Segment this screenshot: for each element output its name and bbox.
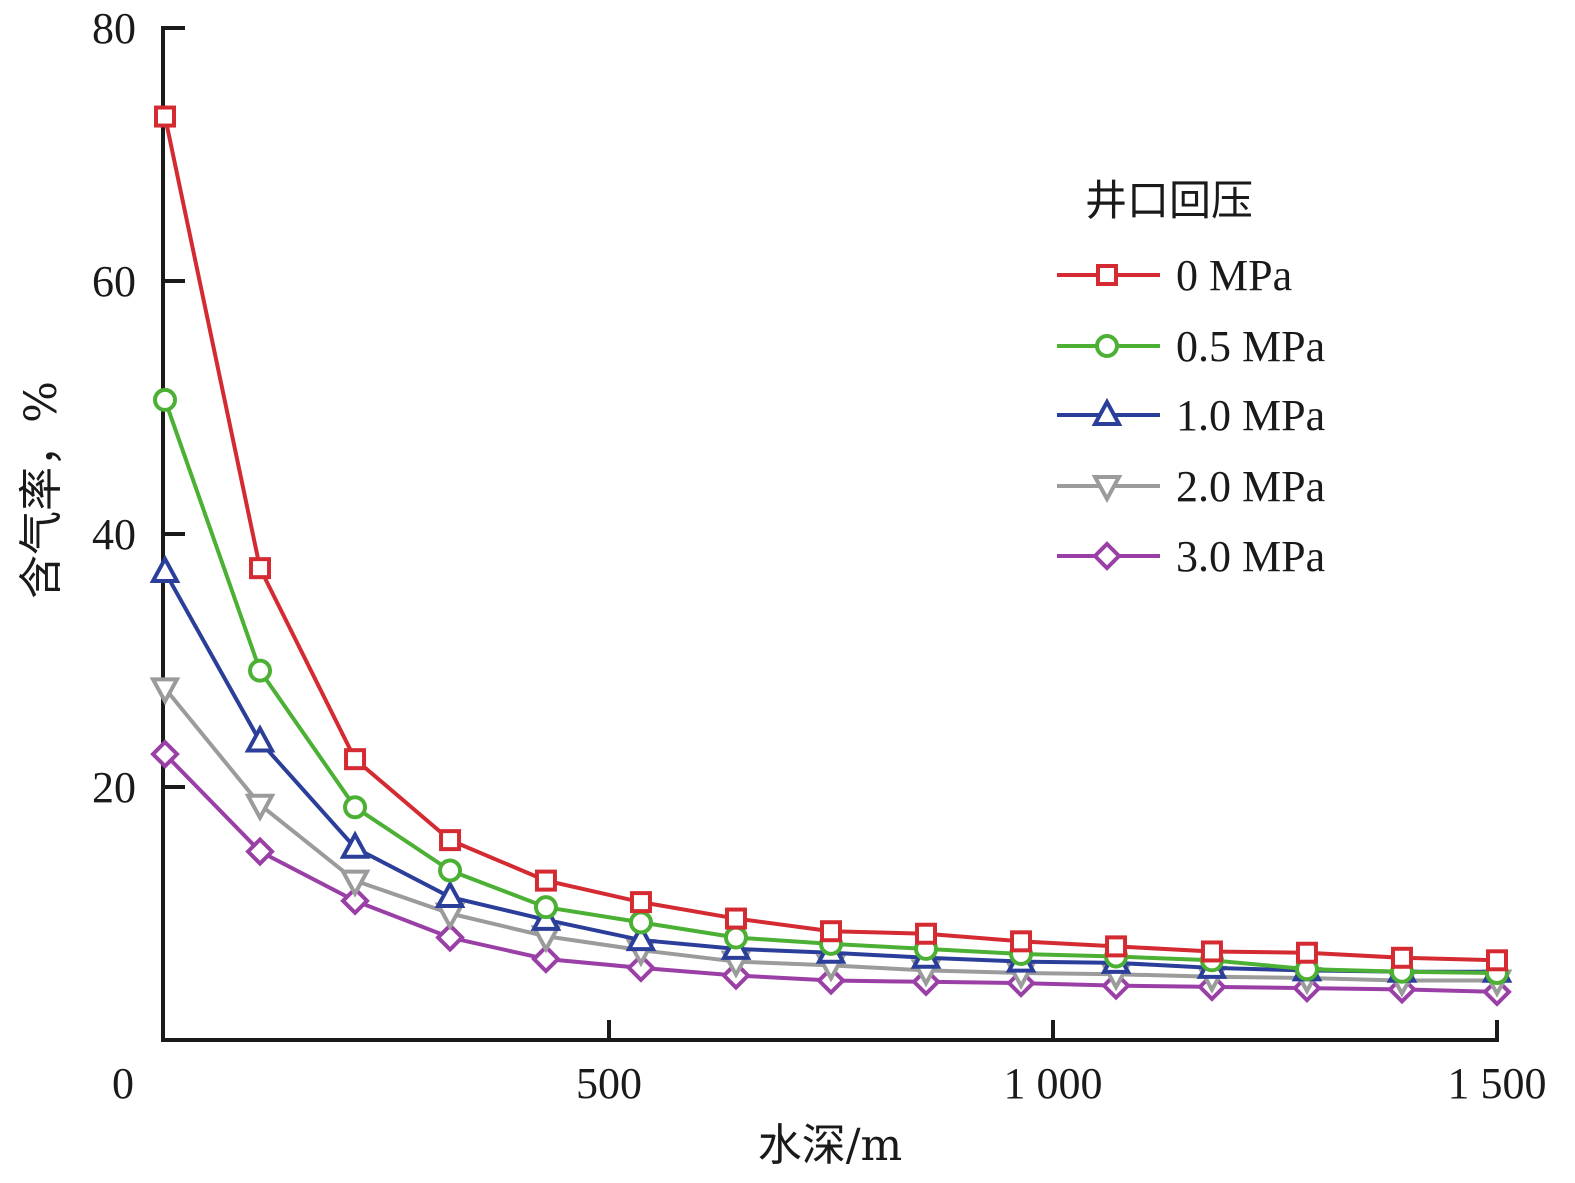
series-line [163,570,1497,974]
data-point [1295,941,1318,964]
data-point [340,886,370,916]
data-point [531,944,561,974]
legend-marker [1096,264,1118,286]
data-point [249,557,272,580]
data-point [344,748,367,771]
x-axis-title: 水深/m [758,1120,903,1171]
legend-label: 0 MPa [1176,251,1292,300]
data-point [533,895,558,920]
y-ticks: 20 40 60 80 [92,4,185,812]
data-point [339,830,371,859]
data-point [628,910,653,935]
data-point [149,677,181,706]
axes: 20 40 60 80 0 500 1 000 1 500 [92,4,1547,1108]
data-point [820,920,842,943]
data-point [154,105,176,128]
data-point [1010,930,1033,953]
legend-marker [1095,334,1119,358]
data-point [629,891,652,914]
x-tick-label: 0 [112,1059,134,1108]
y-axis-title: 含气率，% [16,381,67,599]
x-tick-label: 1 000 [1004,1059,1103,1108]
data-point [439,829,462,852]
data-point [626,953,656,983]
data-point [248,658,273,683]
legend-item: 0.5 MPa [1057,322,1325,371]
y-tick-label: 60 [92,257,136,306]
y-tick-label: 20 [92,763,136,812]
data-point [343,795,368,820]
data-point [1200,940,1223,963]
y-tick-label: 80 [92,4,136,53]
data-point [339,869,371,898]
x-tick-label: 500 [576,1059,642,1108]
data-point [438,858,463,883]
legend-item: 1.0 MPa [1057,391,1325,440]
x-ticks: 0 500 1 000 1 500 [112,1020,1547,1108]
legend-item: 2.0 MPa [1057,462,1325,511]
legend-title: 井口回压 [1085,176,1253,225]
data-point [149,554,181,583]
series-layer [149,105,1513,1007]
y-tick-label: 40 [92,510,136,559]
series-0-MPa [154,105,1508,972]
data-point [723,925,748,950]
data-point [153,387,177,412]
legend: 井口回压 0 MPa 0.5 MPa 1.0 MPa 2.0 MPa 3.0 MPa [1057,176,1325,581]
data-point [1105,935,1128,958]
legend-marker [1091,397,1123,426]
legend-label: 1.0 MPa [1176,391,1325,440]
data-point [1486,949,1508,972]
data-point [434,879,466,909]
data-point [245,836,275,867]
legend-items: 0 MPa 0.5 MPa 1.0 MPa 2.0 MPa 3.0 MPa [1057,251,1325,581]
legend-item: 0 MPa [1057,251,1292,300]
legend-marker [1092,541,1122,571]
data-point [244,793,276,822]
data-point [435,922,465,953]
x-tick-label: 1 500 [1448,1059,1547,1108]
legend-item: 3.0 MPa [1057,532,1325,581]
data-point [724,907,747,930]
legend-label: 2.0 MPa [1176,462,1325,511]
data-point [915,922,938,945]
series-0_5-MPa [153,387,1509,985]
data-point [534,869,557,892]
data-point [625,922,657,952]
legend-label: 3.0 MPa [1176,532,1325,581]
legend-label: 0.5 MPa [1176,322,1325,371]
data-point [150,739,180,769]
data-point [1390,946,1413,969]
data-point [244,724,276,753]
legend-marker [1091,475,1123,504]
